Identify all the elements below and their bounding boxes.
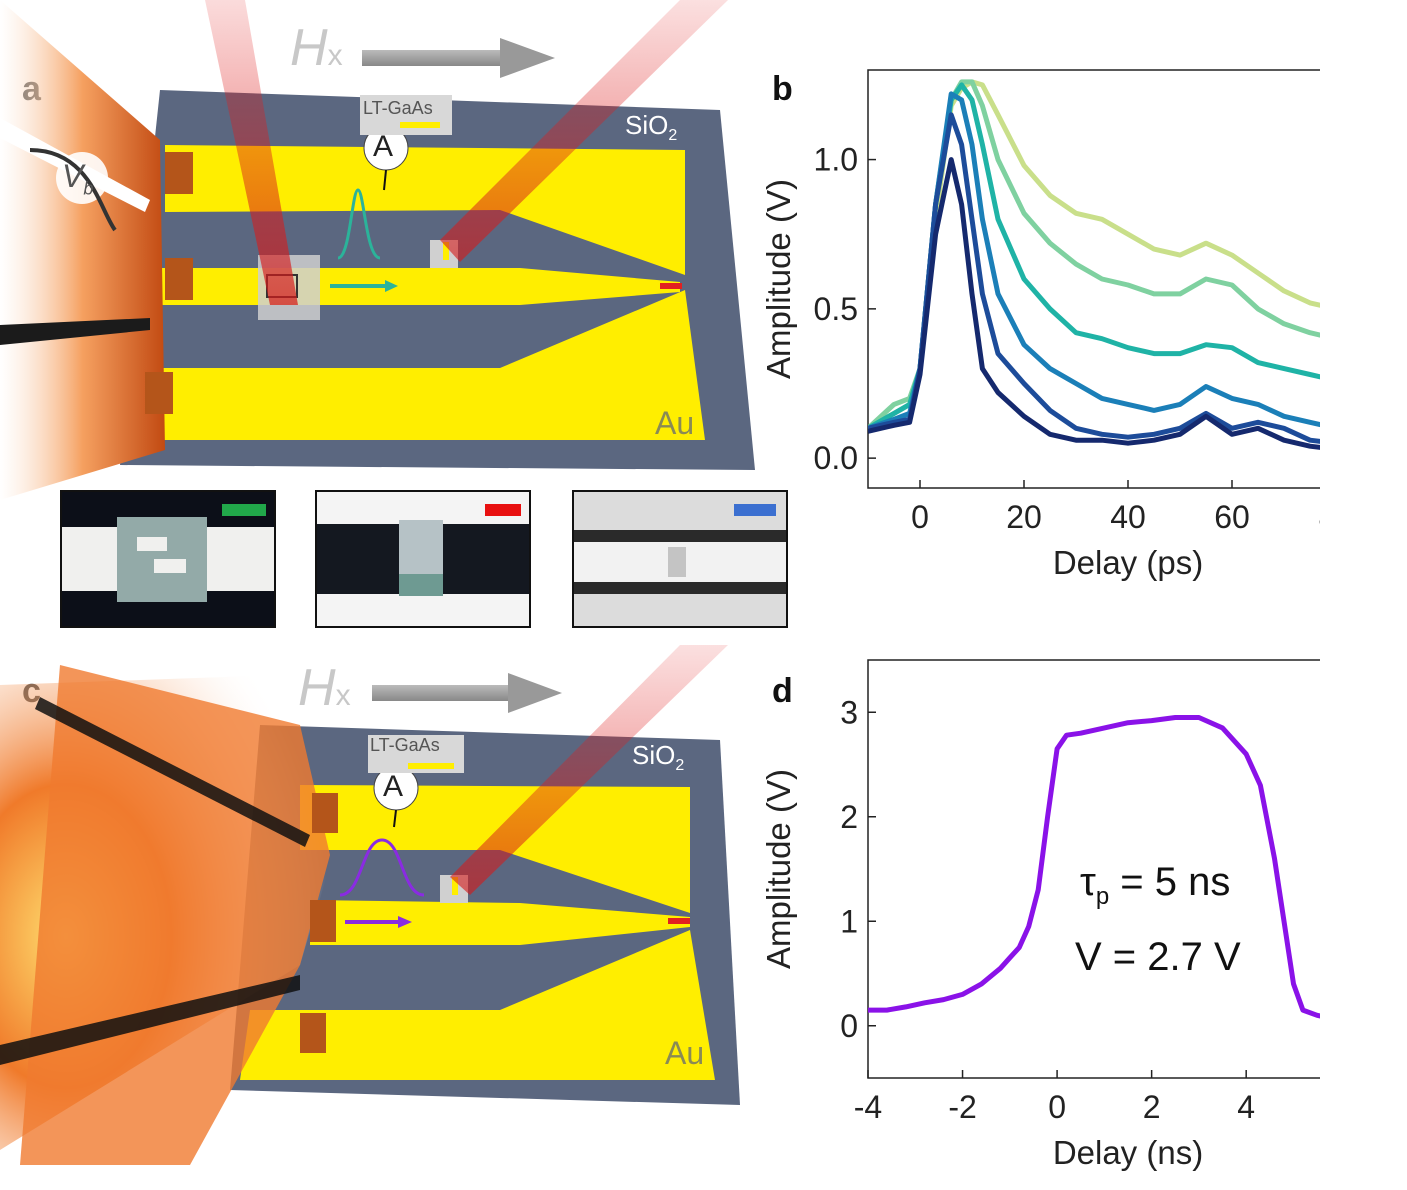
annotation-tau: τp = 5 ns [1080,860,1231,910]
chart-d-xtick-label: 0 [1048,1089,1066,1125]
ammeter-label-top: A [373,130,394,163]
panel-letter-d: d [772,672,793,710]
chart-b-series-line-1 [868,79,1320,431]
metal-label-top: Au [655,405,695,441]
chart-d-ytick-label: 2 [840,799,858,835]
field-label-top: Hx [290,19,343,77]
chart-d-ytick-label: 0 [840,1008,858,1044]
chart-b-series-line-2 [868,82,1320,431]
ltgaas-label-bottom: LT-GaAs [370,735,440,755]
chart-b-ylabel: Amplitude (V) [760,179,797,379]
chart-d-xtick-label: 4 [1237,1089,1255,1125]
laser-beam-right [440,0,728,262]
chart-b-xtick-label: 20 [1006,499,1042,535]
chart-d-xtick-label: -2 [948,1089,976,1125]
schematic-top [0,0,755,500]
chart-d-plot-frame [867,659,1320,1079]
inset-gap [572,490,788,628]
chart-b-ytick-label: 0.5 [814,291,858,327]
field-label-bottom: Hx [298,659,351,717]
chart-d-ytick-label: 3 [840,694,858,730]
substrate-label-top: SiO2 [625,110,678,145]
chart-b-ytick-label: 1.0 [814,142,858,178]
inset-switch [315,490,531,628]
chart-b-ytick-label: 0.0 [814,440,858,476]
chart-b-series-line-5 [868,157,1320,450]
chart-b-series-line-3 [868,91,1320,431]
chart-d-xlabel: Delay (ns) [1053,1134,1203,1171]
chart-b-series-line-4 [868,112,1320,444]
chart-d-xtick-label: -4 [854,1089,882,1125]
inset-marker-green [222,504,266,516]
inset-interdigitated [60,490,276,628]
inset-marker-blue [734,504,776,516]
metal-label-bottom: Au [665,1035,705,1071]
panel-letter-b: b [772,70,793,108]
chart-b-xlabel: Delay (ps) [1053,544,1203,581]
chart-d-ylabel: Amplitude (V) [760,769,797,969]
chart-b-series-line-0 [868,79,1320,431]
chart-b-xtick-label: 60 [1214,499,1250,535]
substrate-label-bottom: SiO2 [632,740,685,775]
annotation-voltage: V = 2.7 V [1075,935,1241,979]
chart-b-xtick-label: 80 [1318,499,1320,535]
chart-d: -4-202460123Delay (ns)Amplitude (V) [760,659,1320,1171]
ammeter-label-bottom: A [383,770,404,803]
gold-top-ground [165,145,685,275]
ltgaas-label-top: LT-GaAs [363,98,433,118]
laser-beam-left [205,0,298,305]
chart-d-series-line-0 [868,715,1320,1019]
probe-body [0,0,165,500]
chart-b: 0 20 40 60 80 0.0 0.5 1.0 Delay (ps) Amplitude (V… [760,69,1320,581]
bias-label: Vb [62,158,94,199]
gold-bottom-ground [145,290,705,440]
chart-d-xtick-label: 2 [1143,1089,1161,1125]
inset-marker-red [485,504,521,516]
chart-b-xtick-label: 0 [911,499,929,535]
chart-d-ytick-label: 1 [840,903,858,939]
chart-b-xtick-label: 40 [1110,499,1146,535]
schematic-bottom [0,645,740,1165]
